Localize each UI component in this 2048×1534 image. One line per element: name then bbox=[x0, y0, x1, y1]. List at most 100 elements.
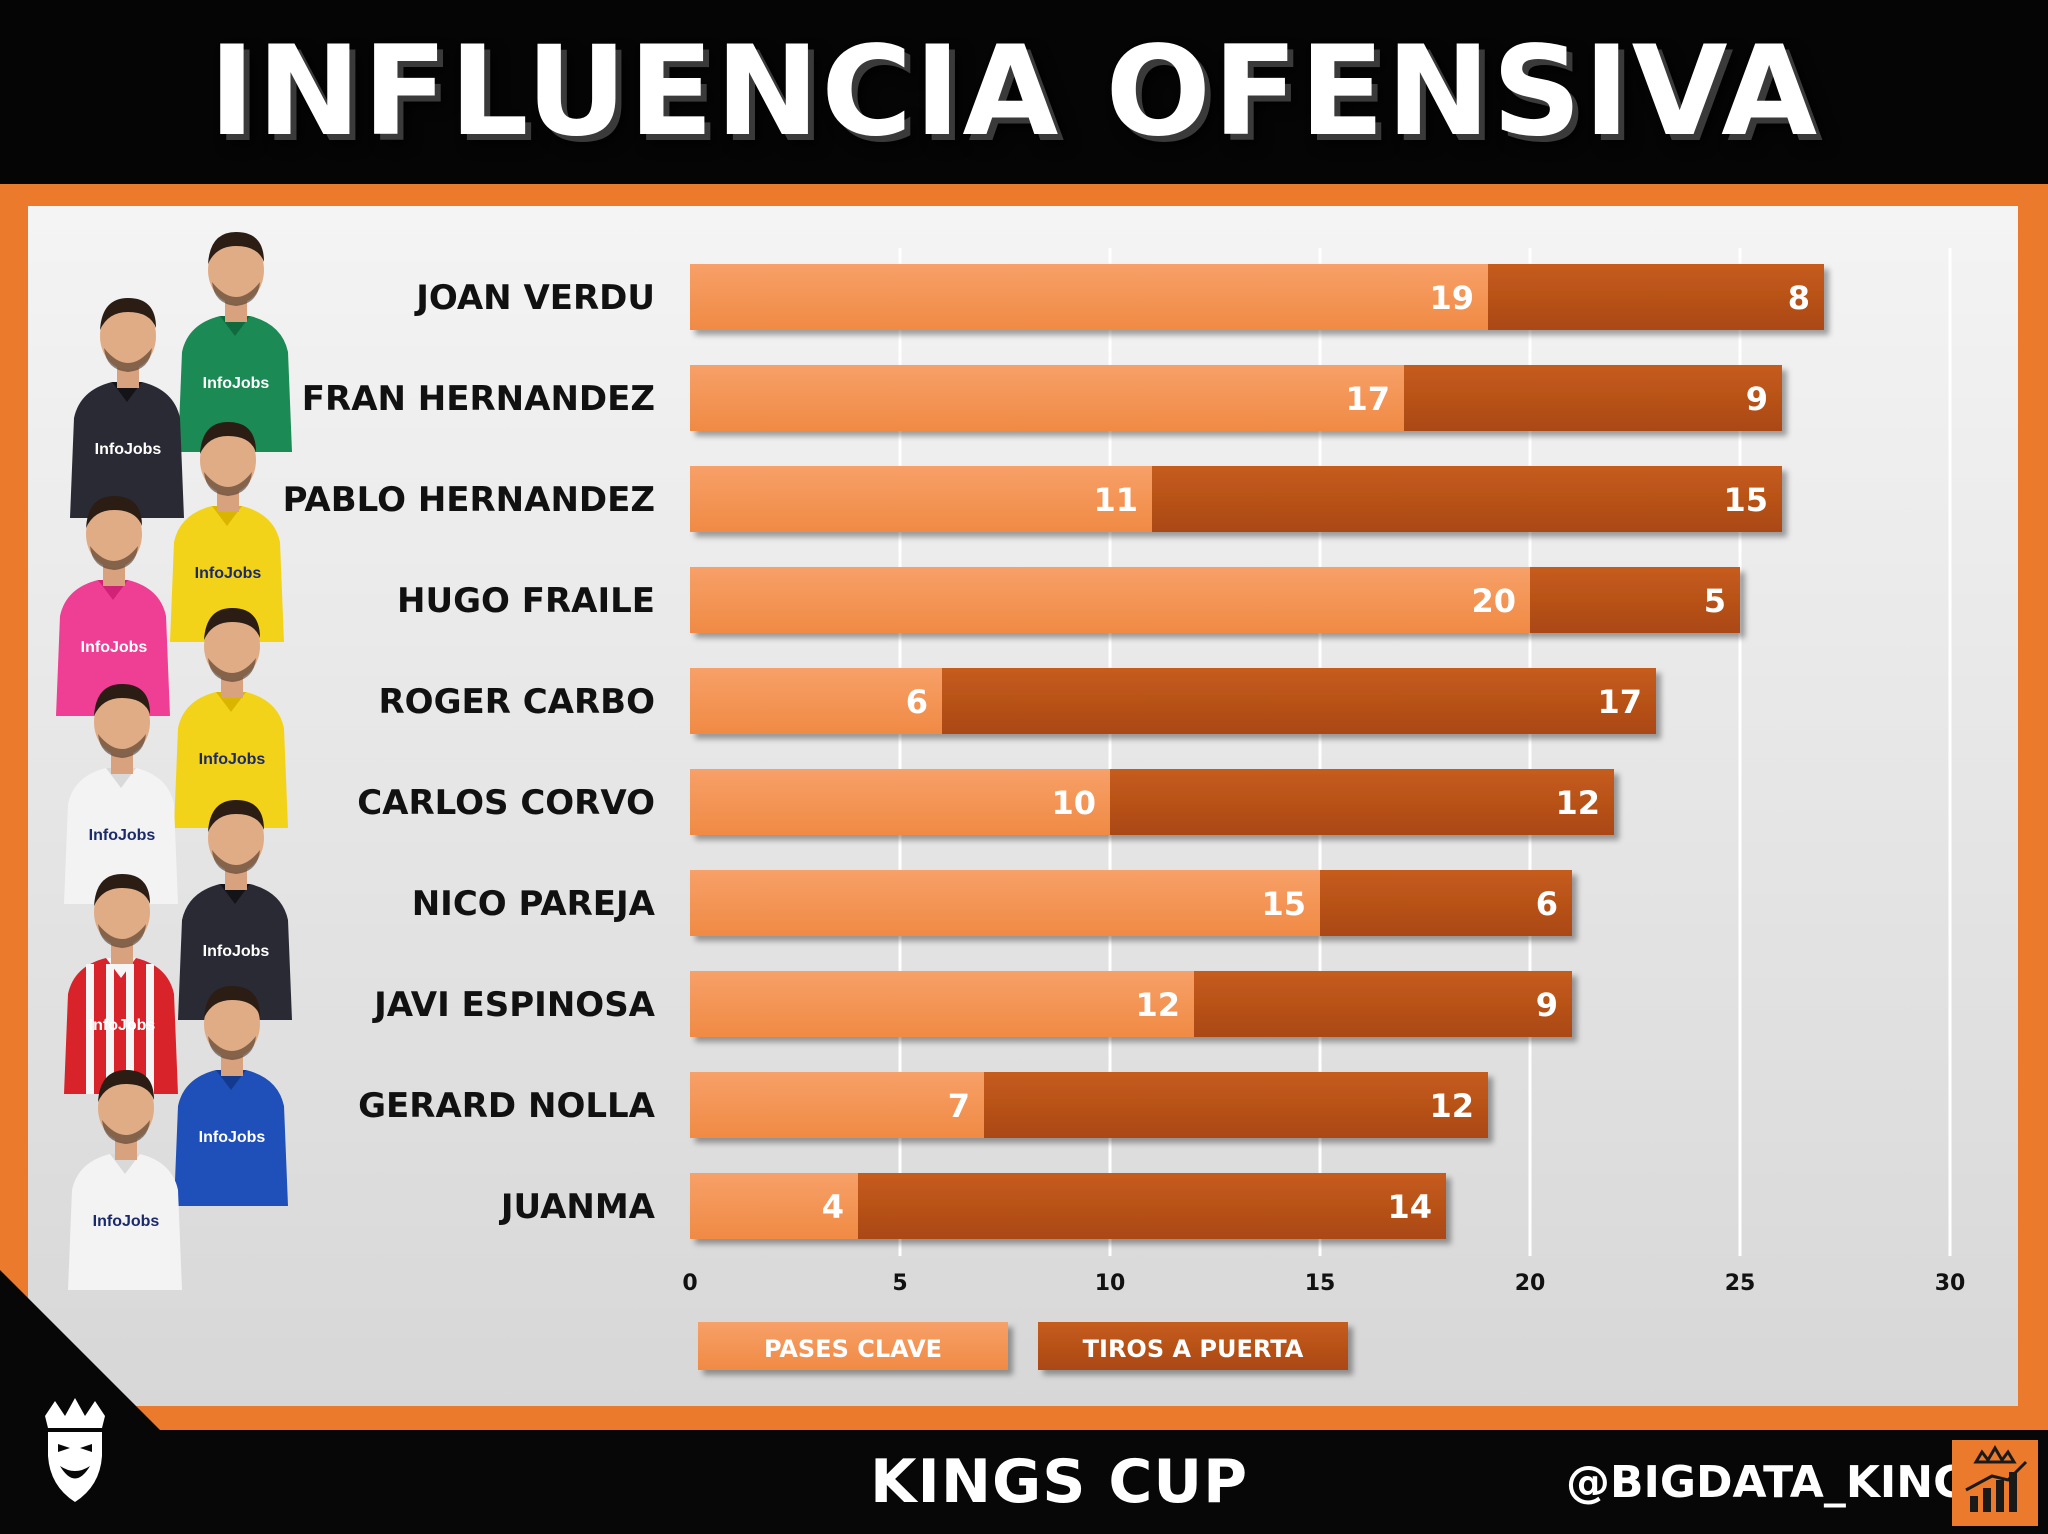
bar-pases-clave bbox=[690, 466, 1152, 532]
bar-pases-clave bbox=[690, 264, 1488, 330]
data-label-pases-clave: 11 bbox=[1093, 481, 1138, 519]
player-photo: InfoJobsNICO PAREJA bbox=[178, 800, 292, 1020]
category-label: FRAN HERNANDEZ bbox=[302, 379, 655, 419]
bar-tiros-a-puerta bbox=[1488, 264, 1824, 330]
bar-tiros-a-puerta bbox=[1194, 971, 1572, 1037]
category-label: GERARD NOLLA bbox=[358, 1086, 656, 1126]
bar-group bbox=[690, 1173, 1446, 1239]
data-label-tiros-a-puerta: 6 bbox=[1536, 885, 1558, 923]
bar-chart-icon bbox=[1965, 1445, 2028, 1512]
page-title: INFLUENCIA OFENSIVA bbox=[208, 20, 1820, 164]
category-label: JAVI ESPINOSA bbox=[372, 985, 656, 1025]
bar-group bbox=[690, 971, 1572, 1037]
sponsor-logo: InfoJobs bbox=[203, 375, 270, 392]
data-label-tiros-a-puerta: 15 bbox=[1723, 481, 1768, 519]
category-label: JOAN VERDU bbox=[414, 278, 655, 318]
sponsor-logo: InfoJobs bbox=[81, 639, 148, 656]
data-label-pases-clave: 12 bbox=[1135, 986, 1180, 1024]
data-label-tiros-a-puerta: 14 bbox=[1387, 1188, 1432, 1226]
footer-bar bbox=[0, 1430, 2048, 1534]
player-photo: InfoJobsJAVI ESPINOSA bbox=[64, 874, 178, 1094]
legend-tiros-a-puerta: TIROS A PUERTA bbox=[1038, 1322, 1348, 1370]
bar-tiros-a-puerta bbox=[1152, 466, 1782, 532]
player-photo: InfoJobsJUANMA bbox=[68, 1070, 182, 1290]
header: INFLUENCIA OFENSIVA bbox=[0, 0, 2048, 184]
x-tick-label: 15 bbox=[1305, 1271, 1336, 1296]
bar-pases-clave bbox=[690, 870, 1320, 936]
bar-group bbox=[690, 769, 1614, 835]
kings-league-logo bbox=[45, 1398, 105, 1502]
data-label-tiros-a-puerta: 8 bbox=[1788, 279, 1810, 317]
data-label-pases-clave: 17 bbox=[1345, 380, 1390, 418]
data-label-pases-clave: 7 bbox=[948, 1087, 970, 1125]
data-label-tiros-a-puerta: 9 bbox=[1746, 380, 1768, 418]
footer-title: KINGS CUP bbox=[870, 1447, 1249, 1517]
data-label-tiros-a-puerta: 12 bbox=[1429, 1087, 1474, 1125]
bar-tiros-a-puerta bbox=[858, 1173, 1446, 1239]
sponsor-logo: InfoJobs bbox=[93, 1213, 160, 1230]
bar-tiros-a-puerta bbox=[1320, 870, 1572, 936]
player-photo: InfoJobsFRAN HERNANDEZ bbox=[70, 298, 184, 518]
x-tick-label: 5 bbox=[892, 1271, 907, 1296]
data-label-pases-clave: 6 bbox=[906, 683, 928, 721]
sponsor-logo: InfoJobs bbox=[89, 1017, 156, 1034]
category-label: NICO PAREJA bbox=[412, 884, 656, 924]
x-tick-label: 20 bbox=[1515, 1271, 1546, 1296]
category-label: PABLO HERNANDEZ bbox=[283, 480, 655, 520]
player-photo: InfoJobsROGER CARBO bbox=[174, 608, 288, 828]
bar-pases-clave bbox=[690, 1173, 858, 1239]
category-label: CARLOS CORVO bbox=[357, 783, 655, 823]
corner-triangle bbox=[0, 1270, 160, 1430]
data-label-tiros-a-puerta: 9 bbox=[1536, 986, 1558, 1024]
player-photo: InfoJobsGERARD NOLLA bbox=[174, 986, 288, 1206]
bar-group bbox=[690, 668, 1656, 734]
bar-pases-clave bbox=[690, 668, 942, 734]
bar-pases-clave bbox=[690, 971, 1194, 1037]
bar-pases-clave bbox=[690, 1072, 984, 1138]
legend-swatch bbox=[1038, 1322, 1348, 1370]
bar-group bbox=[690, 567, 1740, 633]
legend-swatch bbox=[698, 1322, 1008, 1370]
player-photo: InfoJobsHUGO FRAILE bbox=[56, 496, 170, 716]
bar-tiros-a-puerta bbox=[984, 1072, 1488, 1138]
bar-tiros-a-puerta bbox=[1530, 567, 1740, 633]
category-label: JUANMA bbox=[499, 1187, 656, 1227]
bar-group bbox=[690, 870, 1572, 936]
social-handle[interactable]: @BIGDATA_KINGS bbox=[1566, 1457, 2001, 1508]
bar-tiros-a-puerta bbox=[1404, 365, 1782, 431]
data-label-tiros-a-puerta: 12 bbox=[1555, 784, 1600, 822]
data-label-tiros-a-puerta: 5 bbox=[1704, 582, 1726, 620]
sponsor-logo: InfoJobs bbox=[199, 751, 266, 768]
data-label-pases-clave: 19 bbox=[1429, 279, 1474, 317]
bigdata-kings-logo bbox=[1952, 1440, 2038, 1526]
x-tick-label: 30 bbox=[1935, 1271, 1966, 1296]
data-label-pases-clave: 20 bbox=[1471, 582, 1516, 620]
bar-group bbox=[690, 264, 1824, 330]
data-label-pases-clave: 10 bbox=[1051, 784, 1096, 822]
player-photo: InfoJobsPABLO HERNANDEZ bbox=[170, 422, 284, 642]
data-label-tiros-a-puerta: 17 bbox=[1597, 683, 1642, 721]
legend-pases-clave: PASES CLAVE bbox=[698, 1322, 1008, 1370]
legend-label: TIROS A PUERTA bbox=[1083, 1335, 1304, 1363]
data-label-pases-clave: 4 bbox=[822, 1188, 844, 1226]
bar-tiros-a-puerta bbox=[942, 668, 1656, 734]
data-label-pases-clave: 15 bbox=[1261, 885, 1306, 923]
x-tick-label: 25 bbox=[1725, 1271, 1756, 1296]
category-label: HUGO FRAILE bbox=[397, 581, 655, 621]
player-photo: InfoJobsJOAN VERDU bbox=[178, 232, 292, 452]
sponsor-logo: InfoJobs bbox=[89, 827, 156, 844]
player-photo: InfoJobsCARLOS CORVO bbox=[64, 684, 178, 904]
bar-group bbox=[690, 1072, 1488, 1138]
bar-tiros-a-puerta bbox=[1110, 769, 1614, 835]
legend-label: PASES CLAVE bbox=[764, 1335, 942, 1363]
bar-group bbox=[690, 466, 1782, 532]
bar-pases-clave bbox=[690, 567, 1530, 633]
bar-pases-clave bbox=[690, 769, 1110, 835]
bar-group bbox=[690, 365, 1782, 431]
x-tick-label: 0 bbox=[682, 1271, 697, 1296]
sponsor-logo: InfoJobs bbox=[203, 943, 270, 960]
sponsor-logo: InfoJobs bbox=[195, 565, 262, 582]
sponsor-logo: InfoJobs bbox=[199, 1129, 266, 1146]
sponsor-logo: InfoJobs bbox=[95, 441, 162, 458]
